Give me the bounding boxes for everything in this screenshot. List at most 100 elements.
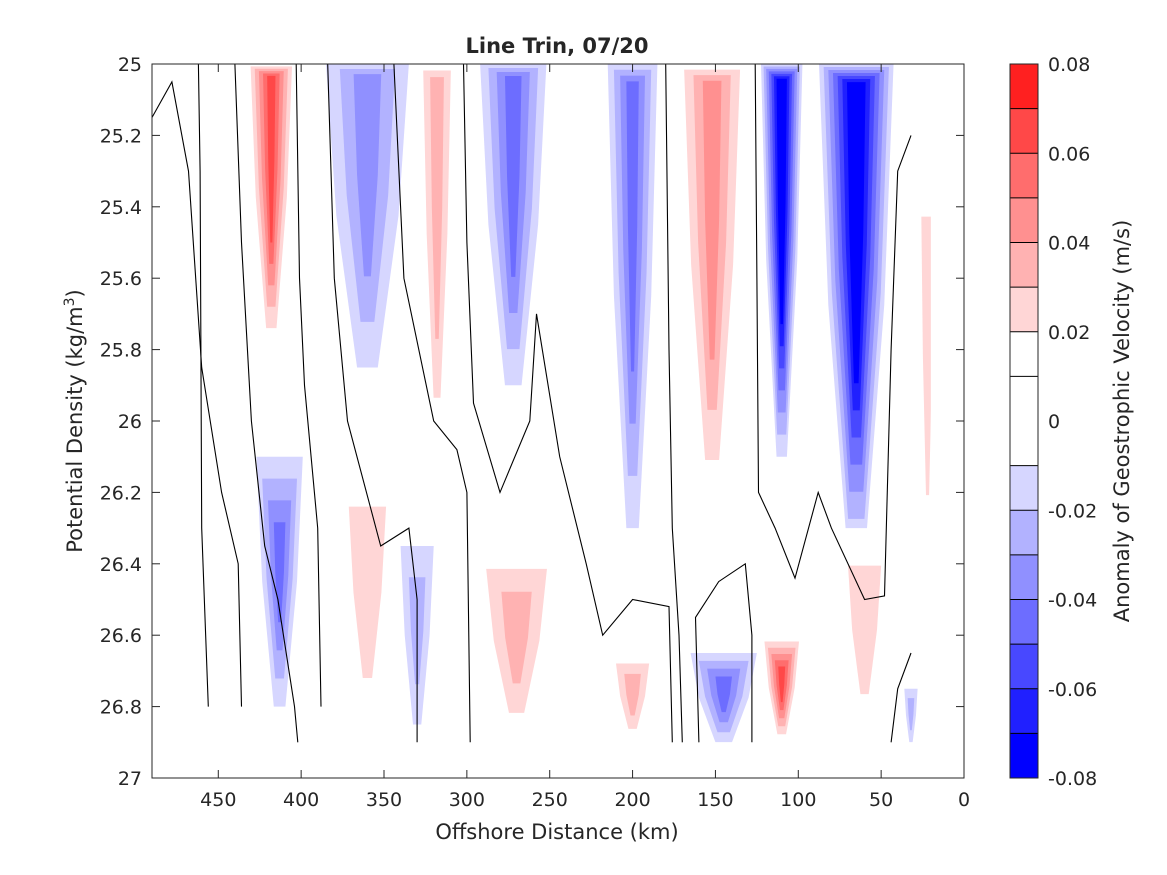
x-tick-label: 150 [697,789,733,811]
contour-band [348,506,387,679]
x-tick-label: 200 [614,789,650,811]
contour-band [267,75,276,243]
colorbar-frame [1009,63,1039,779]
x-tick-label: 0 [958,789,970,811]
zero-contour-line [694,562,753,743]
colorbar-swatch [1010,242,1038,288]
anomaly-core-3 [416,64,458,457]
x-axis-label: Offshore Distance (km) [435,820,678,844]
contour-band [504,76,522,277]
y-axis: 25 25.2 25.4 25.6 25.8 26 26.2 26.4 26.6 26.8 27 [100,54,964,790]
colorbar-swatch [1010,599,1038,645]
zero-contour-line [151,80,243,707]
anomaly-core-18 [904,688,918,743]
colorbar-tick-label: -0.06 [1048,679,1097,701]
anomaly-core-13 [471,545,563,743]
colorbar-tick-label: -0.04 [1048,590,1097,612]
y-tick-label: 26.8 [100,697,142,719]
y-axis-label-superscript: 3 [62,297,78,306]
anomaly-core-12 [330,456,405,743]
anomaly-core-14 [607,653,658,743]
colorbar-swatch [1010,64,1038,109]
zero-contour-line [665,63,683,743]
colorbar-swatch [1010,510,1038,555]
colorbar-label: Anomaly of Geostrophic Velocity (m/s) [1110,220,1134,623]
anomaly-core-8 [819,64,894,546]
colorbar-swatch [1010,331,1038,377]
anomaly-core-15 [690,653,757,743]
x-tick-label: 400 [283,789,319,811]
anomaly-core-5 [607,64,658,529]
zero-contour-line [197,63,209,707]
plot-area [151,63,965,779]
colorbar-swatch [1010,197,1038,243]
contour-fills [246,64,931,743]
anomaly-core-16 [761,635,803,743]
y-tick-label: 25.6 [100,268,142,290]
y-tick-label: 26.4 [100,554,142,576]
y-tick-label: 25.4 [100,197,142,219]
contour-band [907,698,915,731]
anomaly-core-1 [246,64,297,350]
x-tick-label: 250 [532,789,568,811]
chart-title: Line Trin, 07/20 [465,34,648,58]
contour-band [778,666,786,703]
zero-contour-line [234,63,299,743]
y-tick-label: 25.8 [100,340,142,362]
anomaly-core-7 [761,64,803,457]
contour-band [702,80,722,360]
anomaly-core-9 [915,135,931,600]
contour-band [353,74,382,277]
colorbar-swatch [1010,287,1038,332]
y-axis-label: Potential Density (kg/m3) [62,289,87,553]
zero-contour-lines [151,63,912,743]
y-tick-label: 26 [118,411,142,433]
colorbar-swatch [1010,688,1038,734]
colorbar-swatch [1010,465,1038,511]
anomaly-core-2 [326,64,409,368]
anomaly-core-6 [674,64,750,511]
x-tick-label: 50 [869,789,893,811]
contour-band [624,673,641,716]
contour-band [851,85,861,357]
anomaly-core-4 [480,64,547,386]
y-tick-label: 26.6 [100,625,142,647]
colorbar-swatch [1010,376,1038,466]
colorbar-tick-label: 0 [1048,411,1060,433]
colorbar-swatch [1010,733,1038,778]
colorbar: 0.08 0.06 0.04 0.02 0 -0.02 -0.04 -0.06 -0.08 [1009,54,1097,790]
zero-contour-line [327,63,418,743]
colorbar-tick-label: 0.06 [1048,143,1090,165]
contour-band [921,216,931,496]
contour-band [715,676,732,713]
colorbar-tick-label: 0.04 [1048,233,1090,255]
y-tick-label: 26.2 [100,482,142,504]
zero-contour-line [393,63,471,743]
anomaly-core-10 [256,456,303,707]
y-tick-label: 27 [118,768,142,790]
colorbar-tick-label: 0.02 [1048,322,1090,344]
zero-contour-line [295,63,322,707]
contour-band [501,591,532,684]
zero-contour-line [462,63,673,743]
x-axis: 450 400 350 300 250 200 150 100 50 0 [200,64,970,811]
y-tick-label: 25.2 [100,125,142,147]
colorbar-tick-label: 0.08 [1048,54,1090,76]
colorbar-tick-label: -0.08 [1048,768,1097,790]
y-axis-label-close: ) [63,289,87,297]
colorbar-swatch [1010,644,1038,689]
colorbar-swatch [1010,108,1038,154]
zero-contour-line [754,63,912,601]
contour-band [430,77,444,339]
zero-contour-line [890,652,912,743]
colorbar-swatch [1010,554,1038,600]
contour-band [626,81,639,372]
x-tick-label: 300 [449,789,485,811]
x-tick-label: 350 [366,789,402,811]
contour-band [273,522,286,623]
colorbar-tick-label: -0.02 [1048,500,1097,522]
y-tick-label: 25 [118,54,142,76]
colorbar-swatch [1010,153,1038,198]
y-axis-label-text: Potential Density (kg/m [63,306,87,552]
